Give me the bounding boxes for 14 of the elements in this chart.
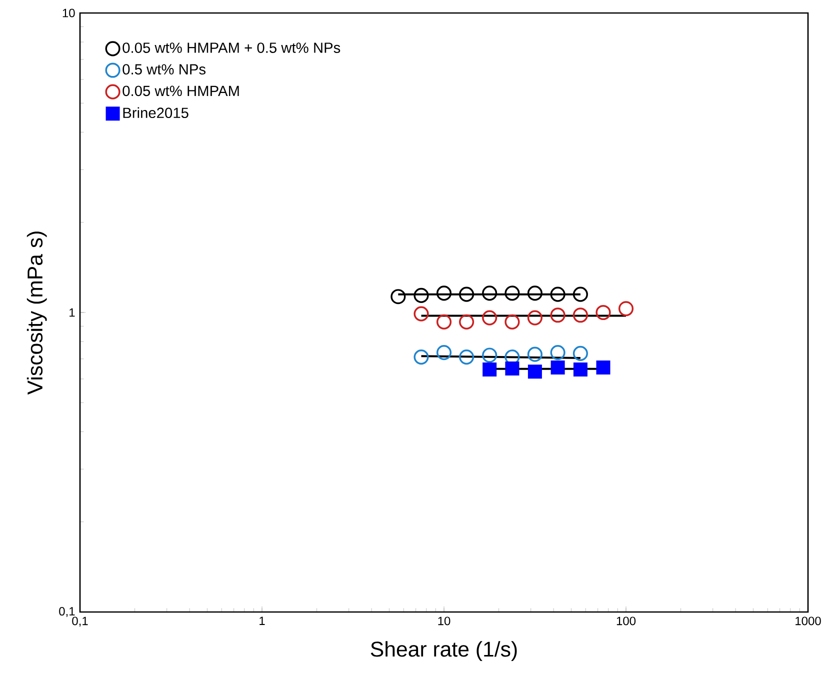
legend-label: 0.5 wt% NPs (122, 64, 206, 75)
y-tick-label: 0,1 (59, 607, 75, 617)
x-tick-label: 0,1 (72, 616, 88, 627)
y-tick-label: 10 (62, 8, 75, 18)
x-tick-label: 1000 (796, 616, 821, 626)
x-tick-label: 100 (616, 616, 636, 626)
y-axis-title: Viscosity (mPa s) (26, 232, 47, 395)
legend-label: Brine2015 (123, 107, 188, 118)
y-tick-label: 1 (70, 308, 75, 317)
legend-label: 0.05 wt% HMPAM (122, 86, 239, 96)
x-tick-label: 1 (260, 616, 265, 625)
x-tick-label: 10 (438, 616, 450, 626)
x-axis-title: Shear rate (1/s) (370, 641, 517, 661)
legend-label: 0.05 wt% HMPAM + 0.5 wt% NPs (122, 42, 340, 53)
